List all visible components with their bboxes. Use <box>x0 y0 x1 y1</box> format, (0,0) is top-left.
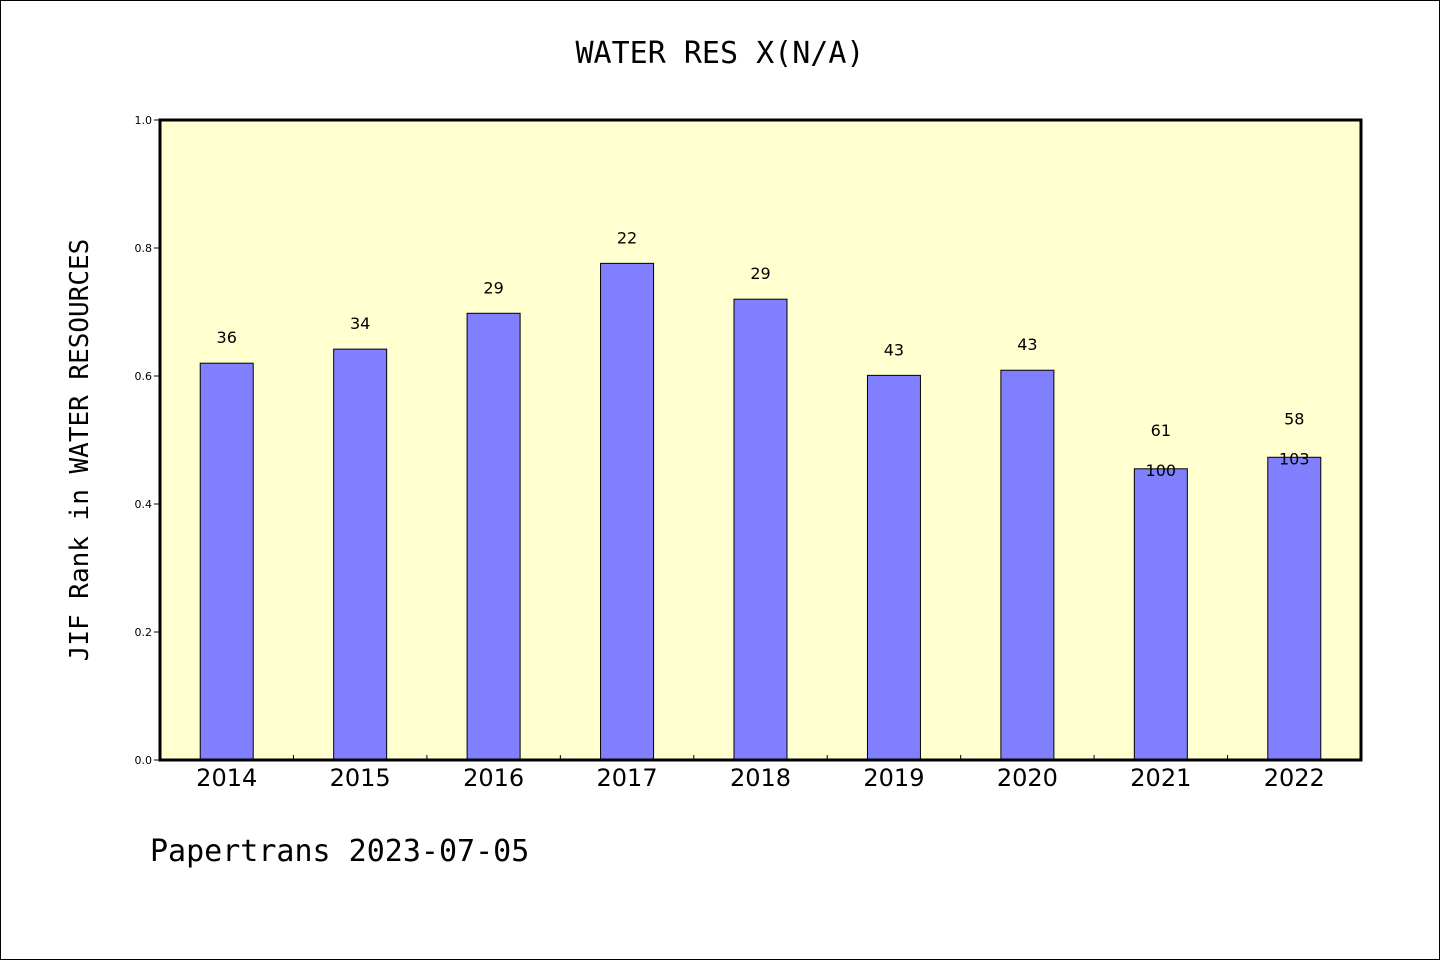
bar-2016 <box>466 312 521 761</box>
y-tick-label-0.0: 0.0 <box>135 754 153 767</box>
y-tick-label-0.2: 0.2 <box>135 626 153 639</box>
chart-title: WATER RES X(N/A) <box>575 36 865 71</box>
y-tick-label-1.0: 1.0 <box>135 114 153 127</box>
bar-label-2020: 43 <box>1017 335 1037 354</box>
bar-2021 <box>1133 468 1188 761</box>
bar-label-2021-0: 61 <box>1151 421 1171 440</box>
x-ticks-group: 2014 2015 2016 2017 2018 2019 2020 2021 2022 <box>196 755 1325 792</box>
bar-label-2021-1: 100 <box>1146 461 1177 480</box>
x-tick-label-2014: 2014 <box>196 764 257 792</box>
y-tick-label-0.8: 0.8 <box>135 242 153 255</box>
y-tick-label-0.4: 0.4 <box>135 498 153 511</box>
bar-label-2016: 29 <box>483 278 503 297</box>
bars-group <box>199 262 1322 761</box>
bar-label-2018: 29 <box>750 264 770 283</box>
x-tick-label-2018: 2018 <box>730 764 791 792</box>
bar-2015 <box>333 348 388 761</box>
x-tick-label-2015: 2015 <box>330 764 391 792</box>
bar-label-2014: 36 <box>217 328 237 347</box>
footer-credit: Papertrans 2023-07-05 <box>150 834 530 869</box>
bar-2018 <box>733 298 788 761</box>
bar-2017 <box>600 262 655 761</box>
y-tick-label-0.6: 0.6 <box>135 370 153 383</box>
bar-label-2015: 34 <box>350 314 370 333</box>
y-ticks-group: 0.0 0.2 0.4 0.6 0.8 1.0 <box>135 114 160 767</box>
x-tick-label-2017: 2017 <box>597 764 658 792</box>
x-tick-label-2016: 2016 <box>463 764 524 792</box>
plot-border <box>158 118 1363 762</box>
bar-label-2022-0: 58 <box>1284 409 1304 428</box>
x-tick-label-2020: 2020 <box>997 764 1058 792</box>
bar-labels-group: 36 34 29 22 29 43 43 61 100 58 103 <box>217 228 1310 479</box>
x-tick-label-2022: 2022 <box>1264 764 1325 792</box>
bar-label-2022-1: 103 <box>1279 449 1310 468</box>
bar-2020 <box>1000 369 1055 761</box>
bar-2014 <box>199 362 254 761</box>
bar-label-2019: 43 <box>884 340 904 359</box>
bar-2022 <box>1267 456 1322 761</box>
x-tick-label-2019: 2019 <box>863 764 924 792</box>
bar-label-2017: 22 <box>617 228 637 247</box>
bar-2019 <box>866 374 921 761</box>
x-tick-label-2021: 2021 <box>1130 764 1191 792</box>
